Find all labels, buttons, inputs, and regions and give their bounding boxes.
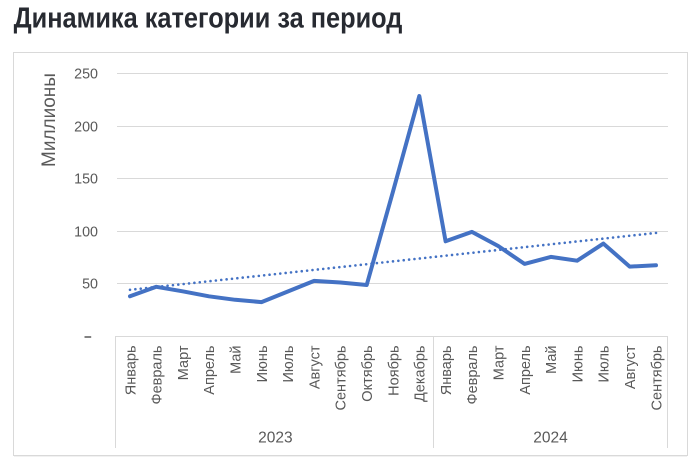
svg-text:Май: Май (229, 346, 245, 374)
svg-text:Июнь: Июнь (255, 346, 271, 383)
svg-text:Сентябрь: Сентябрь (649, 346, 665, 411)
svg-text:Май: Май (544, 346, 560, 374)
svg-text:2024: 2024 (533, 430, 568, 447)
svg-text:150: 150 (74, 171, 98, 187)
svg-text:Апрель: Апрель (202, 346, 218, 395)
svg-text:Январь: Январь (439, 346, 455, 396)
svg-text:Март: Март (492, 345, 508, 380)
svg-text:Октябрь: Октябрь (360, 346, 376, 402)
svg-text:Апрель: Апрель (518, 346, 534, 395)
svg-text:Ноябрь: Ноябрь (386, 346, 402, 396)
svg-text:Июнь: Июнь (570, 346, 586, 383)
svg-text:Февраль: Февраль (465, 346, 481, 405)
svg-text:100: 100 (74, 224, 98, 240)
svg-text:Декабрь: Декабрь (413, 346, 429, 403)
svg-text:200: 200 (74, 119, 98, 135)
svg-text:Август: Август (307, 345, 323, 389)
svg-text:Динамика категории за период: Динамика категории за период (14, 1, 403, 34)
svg-text:Январь: Январь (123, 346, 139, 396)
svg-text:Июль: Июль (597, 346, 613, 383)
svg-text:2023: 2023 (258, 430, 292, 447)
svg-text:Март: Март (176, 345, 192, 380)
svg-text:Август: Август (623, 345, 639, 389)
svg-text:Февраль: Февраль (150, 346, 166, 405)
svg-text:Сентябрь: Сентябрь (334, 346, 350, 411)
svg-text:Июль: Июль (281, 346, 297, 383)
svg-text:Миллионы: Миллионы (39, 73, 60, 167)
svg-text:250: 250 (74, 66, 98, 82)
svg-text:50: 50 (82, 276, 98, 292)
